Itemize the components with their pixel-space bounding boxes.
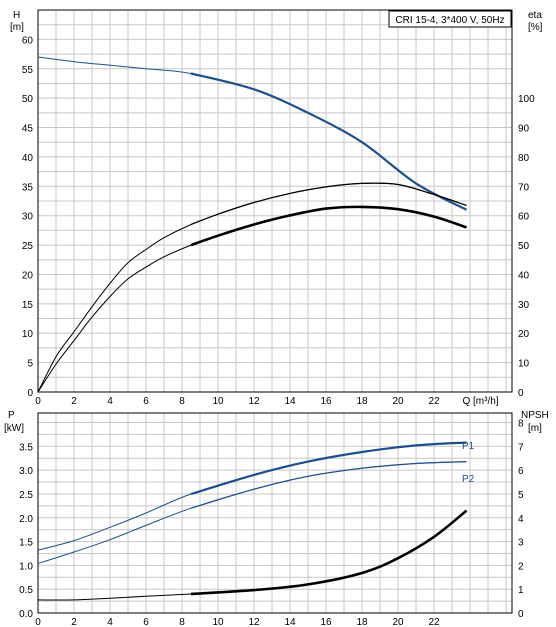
top-left-tick-label: 60 — [22, 35, 34, 46]
top-series-group — [37, 56, 468, 393]
top-curve-0-duty-range-line — [190, 72, 468, 211]
power-axis-unit: [kW] — [4, 423, 24, 434]
bottom-left-tick-label: 0.5 — [19, 585, 33, 596]
top-x-tick-label: 6 — [143, 396, 149, 407]
p2-series-label: P2 — [462, 474, 475, 485]
top-left-tick-label: 40 — [22, 153, 34, 164]
bottom-left-tick-label: 0.0 — [19, 609, 33, 620]
bottom-plot-frame — [37, 412, 513, 614]
bottom-left-tick-label: 2.5 — [19, 490, 33, 501]
top-x-tick-label: 16 — [320, 396, 332, 407]
top-x-tick-label: 22 — [428, 396, 440, 407]
top-left-tick-label: 45 — [22, 124, 34, 135]
top-curve-1-duty-range-line — [190, 182, 467, 226]
bottom-x-tick-label: 18 — [356, 617, 368, 627]
bottom-x-tick-label: 22 — [428, 617, 440, 627]
top-right-tick-label: 90 — [518, 124, 530, 135]
bottom-x-tick-label: 16 — [320, 617, 332, 627]
x-axis-unit-label: Q [m³/h] — [462, 396, 498, 407]
head-axis-unit: [m] — [10, 22, 24, 33]
top-left-tick-label: 0 — [27, 388, 33, 399]
top-plot-frame — [37, 9, 513, 393]
bottom-x-tick-label: 20 — [392, 617, 404, 627]
bottom-x-tick-label: 4 — [107, 617, 113, 627]
top-right-tick-label: 10 — [518, 359, 530, 370]
top-right-tick-label: 0 — [518, 388, 524, 399]
bottom-x-tick-label: 10 — [212, 617, 224, 627]
bottom-right-tick-label: 6 — [518, 466, 524, 477]
top-left-tick-label: 35 — [22, 182, 34, 193]
bottom-right-tick-label: 0 — [518, 609, 524, 620]
power-npsh-panel: 0 2 4 6 8 10 12 14 16 18 20 220.00.51.01.52.02.53.0… — [4, 410, 549, 627]
bottom-grid — [38, 413, 512, 613]
top-left-tick-label: 30 — [22, 212, 34, 223]
top-x-tick-label: 14 — [284, 396, 296, 407]
npsh-axis-label: NPSH — [521, 410, 549, 421]
top-x-tick-label: 2 — [71, 396, 77, 407]
bottom-x-tick-label: 12 — [248, 617, 260, 627]
bottom-tick-labels: 0 2 4 6 8 10 12 14 16 18 20 220.00.51.01.52.02.53.0… — [19, 419, 524, 627]
top-left-tick-label: 5 — [27, 359, 33, 370]
bottom-left-tick-label: 3.0 — [19, 466, 33, 477]
bottom-x-tick-label: 2 — [71, 617, 77, 627]
top-left-tick-label: 55 — [22, 65, 34, 76]
top-right-tick-label: 30 — [518, 300, 530, 311]
top-curve-1-line — [37, 182, 467, 393]
bottom-right-tick-label: 7 — [518, 442, 524, 453]
power-axis-label: P — [8, 410, 15, 421]
top-left-tick-label: 25 — [22, 241, 34, 252]
eta-axis-label: eta — [528, 10, 542, 21]
bottom-left-tick-label: 1.5 — [19, 538, 33, 549]
bottom-x-tick-label: 14 — [284, 617, 296, 627]
bottom-series-group — [37, 441, 468, 601]
top-x-tick-label: 10 — [212, 396, 224, 407]
p2-duty-range-line — [190, 461, 467, 509]
top-left-tick-label: 10 — [22, 329, 34, 340]
p1-series-label: P1 — [462, 441, 475, 452]
top-left-tick-label: 15 — [22, 300, 34, 311]
top-right-tick-label: 50 — [518, 241, 530, 252]
top-grid — [38, 10, 512, 392]
chart-title-box — [388, 10, 512, 28]
top-right-tick-label: 70 — [518, 182, 530, 193]
top-x-tick-label: 8 — [179, 396, 185, 407]
top-curve-2-duty-range-line — [190, 205, 467, 247]
bottom-x-tick-label: 8 — [179, 617, 185, 627]
top-x-tick-label: 20 — [392, 396, 404, 407]
bottom-left-tick-label: 1.0 — [19, 561, 33, 572]
chart-title: CRI 15-4, 3*400 V, 50Hz — [395, 15, 504, 26]
top-curve-2-line — [37, 206, 467, 393]
top-x-tick-label: 12 — [248, 396, 260, 407]
bottom-left-tick-label: 3.5 — [19, 442, 33, 453]
head-axis-label: H — [13, 10, 20, 21]
bottom-x-tick-label: 0 — [35, 617, 41, 627]
bottom-right-tick-label: 2 — [518, 561, 524, 572]
eta-axis-unit: [%] — [528, 22, 543, 33]
bottom-right-tick-label: 1 — [518, 585, 524, 596]
top-x-tick-label: 18 — [356, 396, 368, 407]
top-left-tick-label: 50 — [22, 94, 34, 105]
top-curve-0-line — [37, 56, 467, 211]
p1-duty-range-line — [190, 441, 467, 496]
head-efficiency-panel: 0 2 4 6 8 10 12 14 16 18 20 22 Q [m³/h] 0 5 10 15 20 25 30 3… — [10, 9, 543, 407]
top-x-tick-label: 0 — [35, 396, 41, 407]
top-left-tick-label: 20 — [22, 270, 34, 281]
npsh-axis-unit: [m] — [528, 423, 542, 434]
bottom-left-tick-label: 2.0 — [19, 514, 33, 525]
top-right-tick-label: 60 — [518, 212, 530, 223]
bottom-right-tick-label: 8 — [518, 419, 524, 430]
bottom-right-tick-label: 3 — [518, 538, 524, 549]
p2-line — [37, 461, 467, 564]
top-x-tick-label: 4 — [107, 396, 113, 407]
bottom-right-tick-label: 5 — [518, 490, 524, 501]
top-right-tick-label: 80 — [518, 153, 530, 164]
top-right-tick-label: 100 — [518, 94, 535, 105]
top-right-tick-label: 20 — [518, 329, 530, 340]
bottom-right-tick-label: 4 — [518, 514, 524, 525]
bottom-x-tick-label: 6 — [143, 617, 149, 627]
top-right-tick-label: 40 — [518, 270, 530, 281]
bottom-curve-2-duty-range-line — [190, 509, 468, 596]
top-tick-labels: 0 2 4 6 8 10 12 14 16 18 20 22 Q [m³/h] 0 5 10 15 20 25 30 3… — [22, 35, 535, 407]
